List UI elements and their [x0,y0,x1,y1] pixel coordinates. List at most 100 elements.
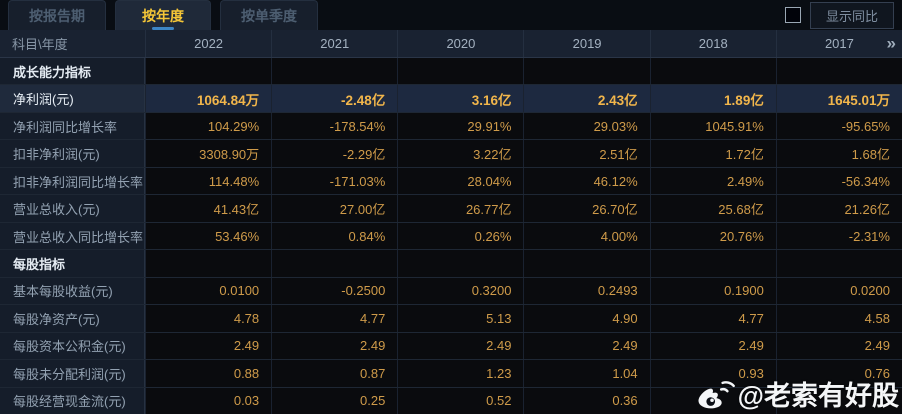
cell-value: 4.77 [271,305,398,332]
show-yoy-checkbox[interactable] [784,7,801,23]
table-body: 成长能力指标 净利润(元) 1064.84万 -2.48亿 3.16亿 2.43亿 1.89… [0,58,902,414]
cell-value: 0.52 [397,387,524,414]
table-row[interactable]: 净利润(元) 1064.84万 -2.48亿 3.16亿 2.43亿 1.89亿 1645.… [0,84,902,112]
cell-value: 0.88 [145,360,272,387]
more-years-icon[interactable]: » [886,33,897,53]
row-label: 扣非净利润(元) [0,140,145,167]
cell-value: 0.2493 [523,277,650,305]
row-label: 净利润同比增长率 [0,112,145,140]
row-label: 每股经营现金流(元) [0,387,145,414]
cell-value: 1.68亿 [775,140,902,167]
cell-value: 21.26亿 [775,195,902,222]
year-label: 2019 [572,36,602,51]
cell-value [649,58,776,85]
row-label: 每股指标 [0,250,145,277]
cell-value: 41.43亿 [145,195,272,222]
cell-value: 114.48% [145,167,272,195]
year-label: 2018 [698,36,728,51]
show-yoy-button[interactable]: 显示同比 [809,1,894,29]
cell-value: -178.54% [271,112,398,140]
table-row[interactable]: 营业总收入同比增长率 53.46% 0.84% 0.26% 4.00% 20.76% -2.… [0,221,902,250]
cell-value: 0.87 [271,360,398,387]
cell-value: 2.49% [649,167,776,195]
cell-value: 2.49 [523,332,650,360]
cell-value: 1645.01万 [775,85,902,112]
table-row[interactable]: 每股经营现金流(元) 0.03 0.25 0.52 0.36 [0,386,902,414]
table-header-row: 科目\年度 2022 2021 2020 2019 2018 2017 » [0,30,902,58]
cell-value: 104.29% [145,112,272,140]
year-label: 2021 [320,36,350,51]
row-label: 营业总收入(元) [0,195,145,222]
year-label: 2022 [194,36,224,51]
cell-value [775,58,902,85]
table-row[interactable]: 净利润同比增长率 104.29% -178.54% 29.91% 29.03% 1045.… [0,111,902,140]
cell-value [145,58,272,85]
cell-value: -2.29亿 [271,140,398,167]
cell-value: 28.04% [397,167,524,195]
cell-value: 3308.90万 [145,140,272,167]
cell-value: 4.58 [775,305,902,332]
cell-value: 2.51亿 [523,140,650,167]
cell-value: 0.76 [775,360,902,387]
table-row[interactable]: 扣非净利润(元) 3308.90万 -2.29亿 3.22亿 2.51亿 1.72亿 1.6… [0,139,902,167]
cell-value: 0.03 [145,387,272,414]
cell-value: 1.72亿 [649,140,776,167]
tab-report-period[interactable]: 按报告期 [8,0,106,30]
cell-value: -2.48亿 [271,85,398,112]
row-label: 每股净资产(元) [0,305,145,332]
table-row[interactable]: 每股资本公积金(元) 2.49 2.49 2.49 2.49 2.49 2.49 [0,331,902,360]
tab-single-quarter[interactable]: 按单季度 [220,0,318,30]
cell-value: 29.03% [523,112,650,140]
table-row[interactable]: 基本每股收益(元) 0.0100 -0.2500 0.3200 0.2493 0.1900… [0,276,902,305]
cell-value: 0.93 [649,360,776,387]
cell-value: 0.0200 [775,277,902,305]
year-label: 2020 [446,36,476,51]
cell-value [649,387,776,414]
year-column-header: 2020 [397,30,523,57]
row-label: 扣非净利润同比增长率 [0,167,145,195]
cell-value [271,250,398,277]
cell-value [775,250,902,277]
cell-value [397,58,524,85]
row-label: 营业总收入同比增长率 [0,222,145,250]
cell-value: 0.0100 [145,277,272,305]
cell-value: 0.36 [523,387,650,414]
cell-value: 2.49 [775,332,902,360]
tab-annual[interactable]: 按年度 [115,0,211,30]
cell-value: 0.84% [271,222,398,250]
table-row[interactable]: 成长能力指标 [0,58,902,85]
cell-value: 26.70亿 [523,195,650,222]
row-label: 净利润(元) [0,85,145,112]
cell-value [775,387,902,414]
cell-value [523,58,650,85]
cell-value [271,58,398,85]
table-row[interactable]: 每股指标 [0,249,902,277]
table-row[interactable]: 营业总收入(元) 41.43亿 27.00亿 26.77亿 26.70亿 25.68亿 21… [0,194,902,222]
header-controls: 显示同比 [784,0,902,30]
cell-value: -2.31% [775,222,902,250]
row-label: 成长能力指标 [0,58,145,85]
year-column-header: 2018 [649,30,776,57]
cell-value [145,250,272,277]
year-label: 2017 [824,36,854,51]
cell-value: 0.3200 [397,277,524,305]
cell-value: 4.78 [145,305,272,332]
cell-value: 2.49 [397,332,524,360]
cell-value: -56.34% [775,167,902,195]
cell-value: 26.77亿 [397,195,524,222]
cell-value: -0.2500 [271,277,398,305]
table-row[interactable]: 扣非净利润同比增长率 114.48% -171.03% 28.04% 46.12% 2.4… [0,166,902,195]
cell-value: 0.1900 [649,277,776,305]
cell-value: 53.46% [145,222,272,250]
table-row[interactable]: 每股未分配利润(元) 0.88 0.87 1.23 1.04 0.93 0.76 [0,359,902,387]
cell-value [397,250,524,277]
cell-value: 29.91% [397,112,524,140]
cell-value [523,250,650,277]
row-label: 每股资本公积金(元) [0,332,145,360]
cell-value: 0.26% [397,222,524,250]
cell-value: 25.68亿 [649,195,776,222]
cell-value: 2.43亿 [523,85,650,112]
cell-value: 4.90 [523,305,650,332]
table-row[interactable]: 每股净资产(元) 4.78 4.77 5.13 4.90 4.77 4.58 [0,304,902,332]
